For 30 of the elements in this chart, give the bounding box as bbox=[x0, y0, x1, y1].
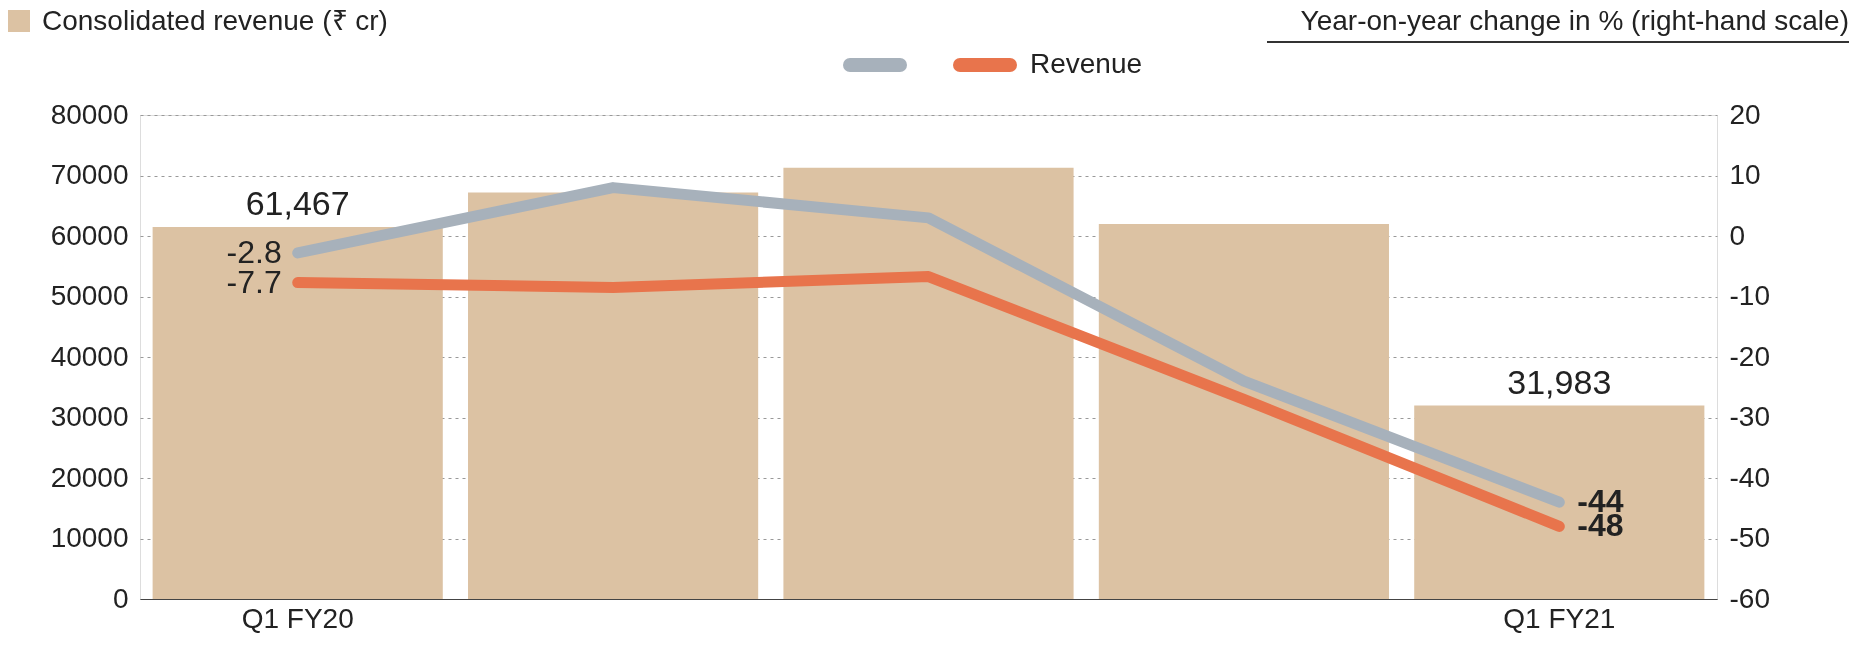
y-tick-label: 40000 bbox=[50, 340, 129, 372]
y2-tick-label: -30 bbox=[1729, 401, 1770, 432]
y-tick-label: 10000 bbox=[50, 522, 129, 553]
y-tick-label: 30000 bbox=[50, 401, 129, 432]
y-tick-label: 70000 bbox=[50, 159, 129, 190]
bar bbox=[783, 167, 1074, 599]
y-tick-label: 50000 bbox=[50, 280, 129, 311]
bar bbox=[468, 192, 759, 599]
y-tick-label: 60000 bbox=[50, 219, 129, 251]
y2-tick-label: 20 bbox=[1729, 98, 1761, 130]
bar bbox=[1098, 223, 1389, 599]
legend-label: Revenue bbox=[1030, 48, 1143, 79]
legend-title: Year-on-year change in % (right-hand scale) bbox=[1300, 5, 1849, 36]
bar bbox=[152, 227, 443, 599]
y2-tick-label: -10 bbox=[1729, 280, 1770, 311]
data-label: 61,467 bbox=[245, 184, 350, 223]
y2-tick-label: -40 bbox=[1729, 461, 1770, 493]
bar bbox=[1414, 405, 1705, 599]
data-label: 31,983 bbox=[1507, 362, 1612, 401]
x-tick-label: Q1 FY21 bbox=[1503, 602, 1616, 634]
legend-label: Consolidated revenue (₹ cr) bbox=[42, 5, 388, 36]
y2-tick-label: 0 bbox=[1729, 219, 1746, 251]
y-tick-label: 80000 bbox=[50, 98, 129, 130]
y-tick-label: 20000 bbox=[50, 461, 129, 493]
y2-tick-label: 10 bbox=[1729, 159, 1761, 190]
x-tick-label: Q1 FY20 bbox=[241, 602, 354, 634]
y2-tick-label: -20 bbox=[1729, 340, 1770, 372]
y-tick-label: 0 bbox=[112, 582, 129, 614]
y2-tick-label: -50 bbox=[1729, 522, 1770, 553]
y2-tick-label: -60 bbox=[1729, 582, 1770, 614]
